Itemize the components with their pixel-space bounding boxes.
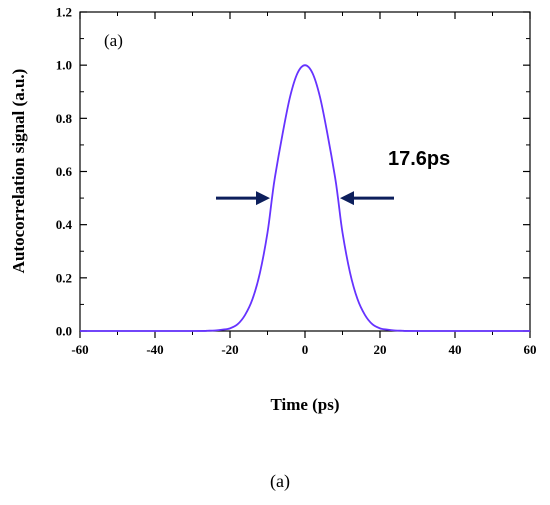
y-tick-label: 0.6 [56, 164, 73, 179]
y-axis: 0.0 0.2 0.4 0.6 0.8 1.0 1.2 [56, 5, 530, 339]
x-axis-label: Time (ps) [270, 395, 339, 414]
x-tick-label: -60 [71, 342, 88, 357]
figure-caption: (a) [270, 471, 290, 492]
x-tick-label: 0 [302, 342, 309, 357]
left-arrow-head [256, 191, 270, 206]
y-tick-label: 0.2 [56, 270, 72, 285]
fwhm-annotation: 17.6ps [388, 148, 450, 170]
panel-label: (a) [104, 31, 123, 50]
autocorrelation-curve [79, 64, 531, 332]
plot-frame [79, 11, 531, 332]
x-tick-label: -40 [146, 342, 163, 357]
x-tick-label: -20 [221, 342, 238, 357]
fwhm-arrows [216, 191, 394, 206]
x-axis: -60 -40 -20 0 20 40 60 [71, 12, 537, 357]
x-tick-label: 20 [374, 342, 387, 357]
x-tick-label: 40 [449, 342, 462, 357]
right-arrow-head [340, 191, 354, 206]
y-tick-label: 1.0 [56, 58, 72, 73]
y-tick-label: 1.2 [56, 5, 72, 20]
y-tick-label: 0.8 [56, 111, 73, 126]
y-tick-label: 0.0 [56, 324, 72, 339]
y-tick-label: 0.4 [56, 217, 73, 232]
x-tick-label: 60 [524, 342, 537, 357]
y-axis-label: Autocorrelation signal (a.u.) [9, 69, 28, 274]
